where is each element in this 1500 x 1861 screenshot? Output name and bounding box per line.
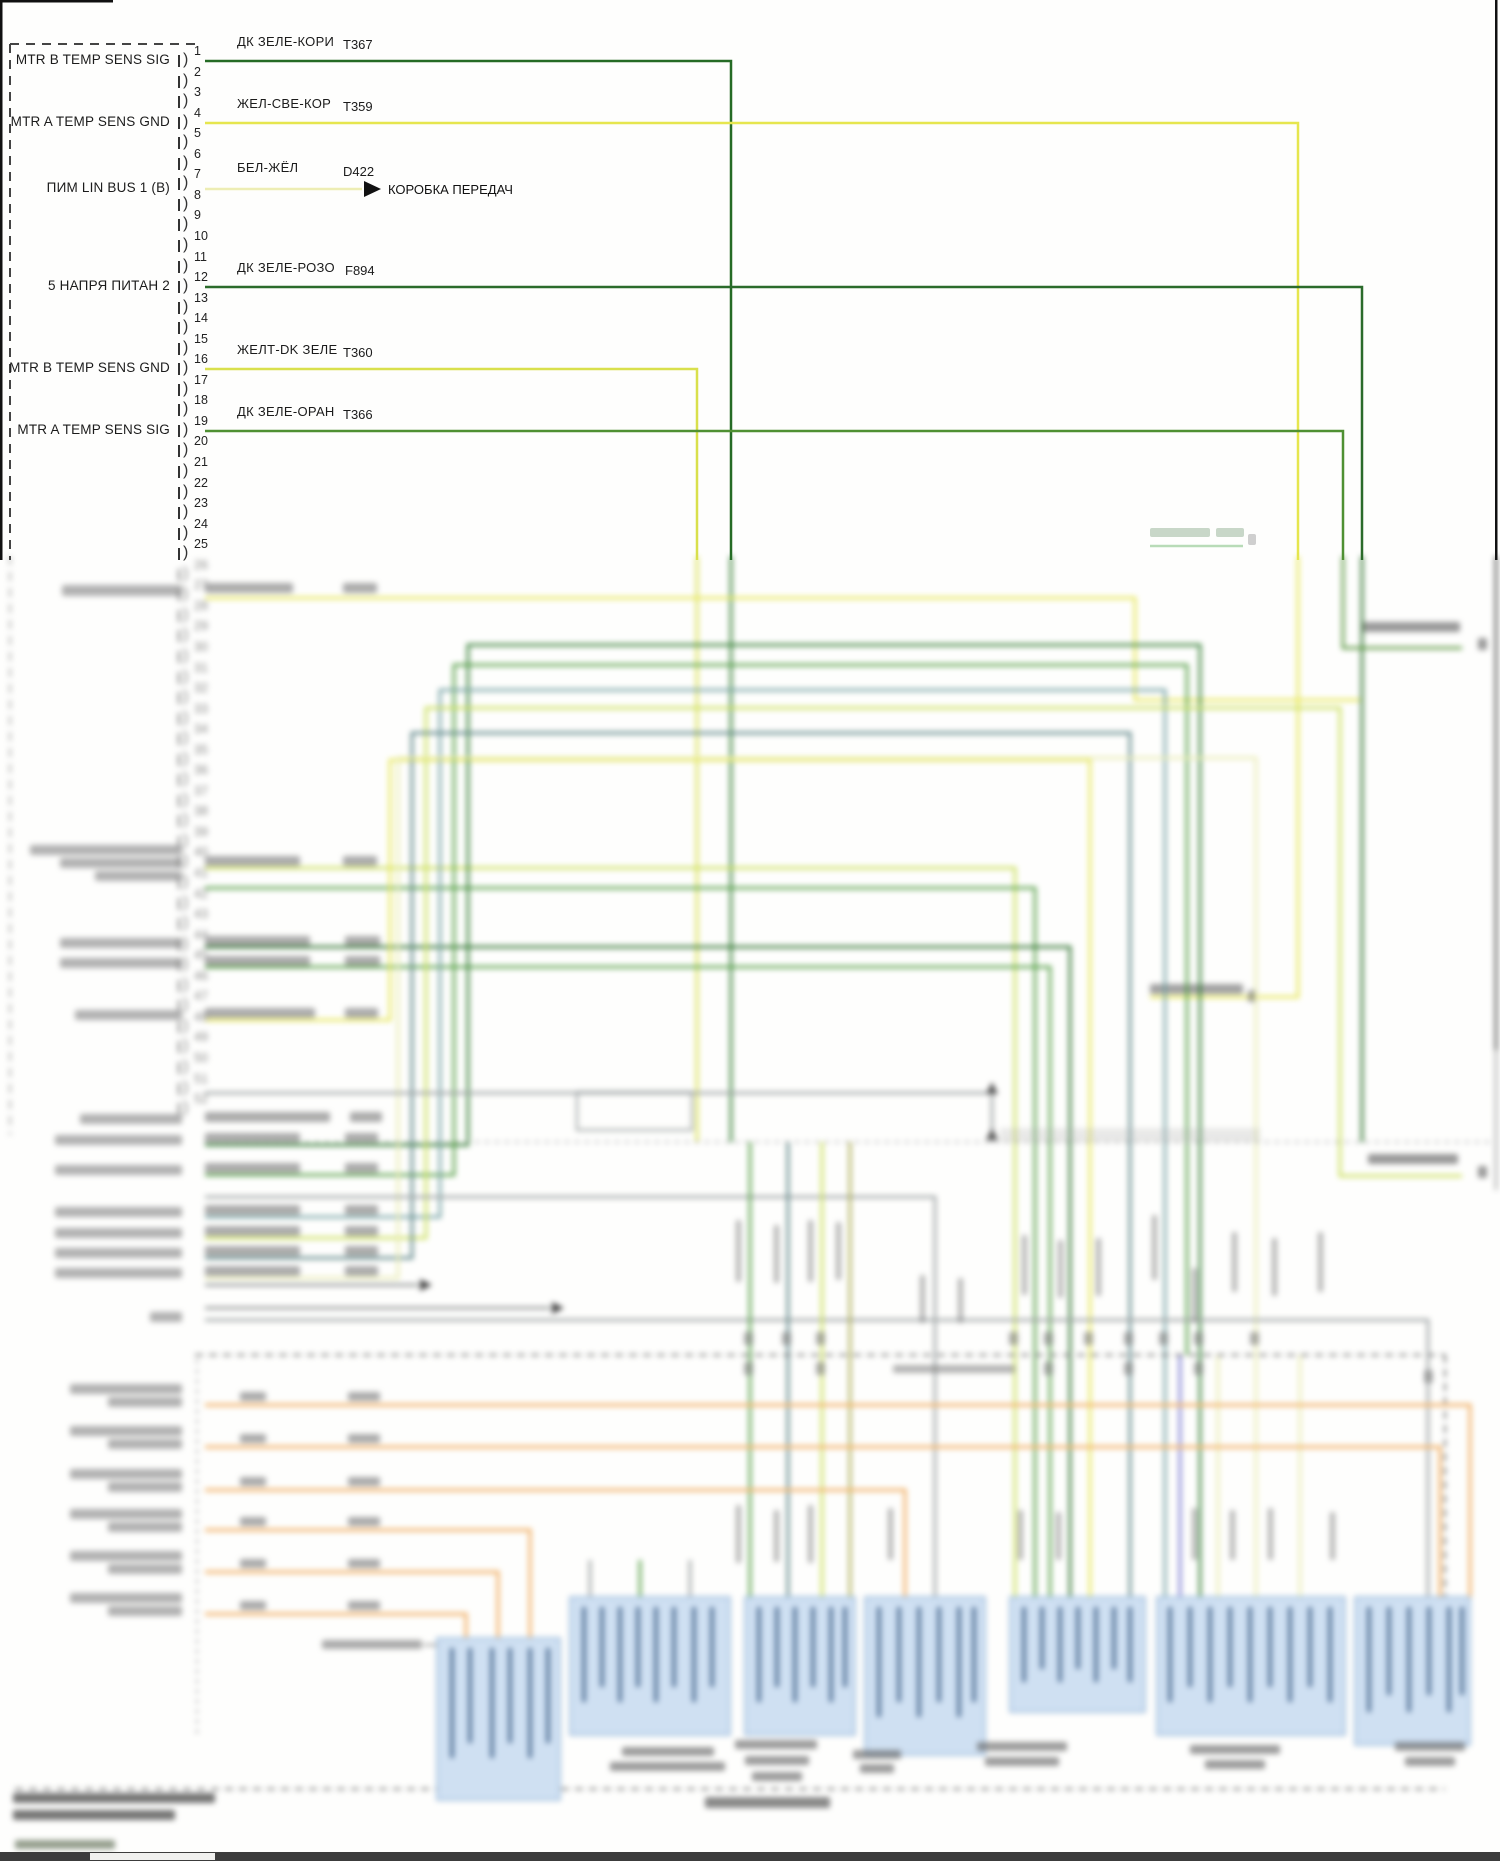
- wire-color-label: ДК ЗЕЛЕ-КОРИ: [237, 34, 335, 49]
- wire-t366: [205, 429, 1345, 560]
- wire-color-label: ЖЕЛТ-DK ЗЕЛЕ: [237, 342, 338, 357]
- wire-t360: [205, 367, 699, 560]
- wire-color-label: БЕЛ-ЖЁЛ: [237, 160, 299, 175]
- offpage-ref-faint: [1150, 528, 1256, 548]
- wire-color-label: ДК ЗЕЛЕ-РОЗО: [237, 260, 335, 275]
- wire-color-label: ДК ЗЕЛЕ-ОРАН: [237, 404, 335, 419]
- wire-f894: [205, 285, 1364, 560]
- pin-signal-label: MTR A TEMP SENS SIG: [17, 422, 170, 437]
- page-border-left: [0, 0, 3, 560]
- wire-t359: [205, 121, 1300, 560]
- wire-code-label: T367: [343, 37, 373, 52]
- wire-t367: [205, 59, 733, 560]
- orange-wires: [70, 1384, 1472, 1638]
- page-footer-bar: [0, 1852, 1500, 1861]
- offpage-arrow-icon: [364, 181, 381, 197]
- footer-bar-inset: [90, 1853, 215, 1860]
- page-border-right: [1495, 0, 1498, 560]
- blurred-diagram-section: ) 26) 27) 28) 29) 30) 31) 32) 33) 34) 35) 36) 37) 38)…: [0, 556, 1500, 1861]
- wiring-diagram-canvas: [0, 0, 1498, 560]
- wire-code-label: T366: [343, 407, 373, 422]
- offpage-destination-label: КОРОБКА ПЕРЕДАЧ: [388, 182, 513, 197]
- connector-boxes: [436, 1596, 1471, 1801]
- wire-code-label: D422: [343, 164, 375, 179]
- wire-bundle: [55, 643, 1462, 1600]
- pin-signal-label: 5 НАПРЯ ПИТАН 2: [48, 278, 170, 293]
- pin-signal-label: ПИМ LIN BUS 1 (B): [46, 180, 170, 195]
- blurred-wiring-geometry: [9, 556, 1498, 1849]
- connector-box-labels: [450, 1607, 1464, 1758]
- connector-pin-marks: [744, 1332, 1433, 1383]
- wire-code-label: F894: [345, 263, 375, 278]
- wire-code-label: T359: [343, 99, 373, 114]
- pin-signal-label: MTR B TEMP SENS SIG: [15, 52, 170, 67]
- offpage-ref: [1150, 622, 1487, 1178]
- connector-captions: [610, 1740, 1465, 1781]
- rotated-wire-labels: [736, 1215, 1335, 1563]
- wire-color-label: ЖЕЛ-СВЕ-КОР: [237, 96, 332, 111]
- footer-text: [13, 1793, 830, 1849]
- wire-code-label: T360: [343, 345, 373, 360]
- pin-signal-label: MTR A TEMP SENS GND: [10, 114, 170, 129]
- gray-wires: [150, 1082, 1430, 1600]
- pin-signal-label: MTR B TEMP SENS GND: [9, 360, 170, 375]
- page-border-top: [0, 0, 113, 3]
